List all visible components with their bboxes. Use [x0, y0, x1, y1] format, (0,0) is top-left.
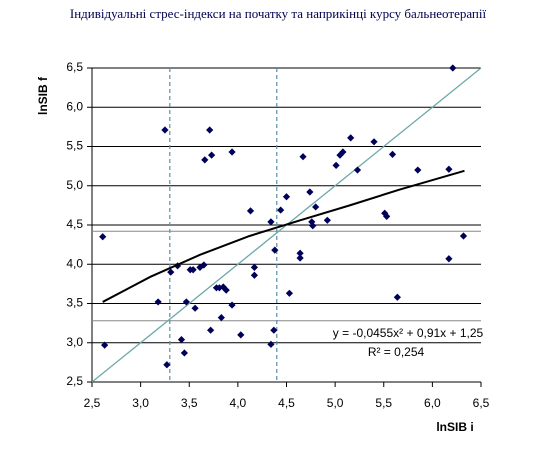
y-tick-label: 6,5 — [66, 60, 83, 74]
y-axis-label: lnSIB f — [36, 76, 50, 115]
point — [336, 151, 344, 159]
point — [285, 289, 294, 297]
point — [180, 349, 188, 357]
y-tick-label: 5,0 — [66, 178, 83, 192]
x-tick-label: 4,0 — [230, 396, 247, 410]
point — [228, 301, 236, 309]
point — [217, 314, 225, 322]
point — [189, 266, 197, 274]
point — [250, 271, 259, 279]
point — [177, 336, 186, 344]
point — [200, 261, 208, 269]
point — [353, 166, 362, 174]
point — [459, 232, 468, 240]
point — [308, 218, 316, 226]
point — [296, 249, 304, 257]
x-tick-label: 5,5 — [375, 396, 392, 410]
equation: y = -0,0455x² + 0,91x + 1,25 — [333, 326, 484, 340]
point — [154, 298, 162, 306]
x-tick-label: 2,5 — [84, 396, 101, 410]
point — [267, 218, 275, 226]
point — [167, 268, 175, 276]
point — [282, 193, 291, 201]
point — [250, 263, 259, 271]
x-tick-label: 6,0 — [424, 396, 441, 410]
point — [296, 254, 304, 262]
point — [101, 341, 109, 349]
point — [222, 286, 230, 294]
point — [339, 148, 347, 156]
y-tick-label: 4,0 — [66, 256, 83, 270]
x-tick-label: 3,0 — [132, 396, 149, 410]
point — [271, 246, 279, 254]
point — [309, 222, 317, 230]
point — [201, 156, 209, 164]
point — [445, 165, 453, 173]
y-tick-label: 2,5 — [66, 374, 83, 388]
trend-line — [102, 169, 465, 303]
point — [381, 209, 389, 217]
point — [228, 148, 236, 156]
x-axis-label: lnSIB i — [436, 420, 473, 434]
point — [207, 326, 215, 334]
point — [161, 126, 169, 134]
point — [306, 188, 314, 196]
point — [267, 340, 275, 348]
point — [99, 233, 107, 241]
x-tick-label: 5,0 — [327, 396, 344, 410]
point — [393, 293, 401, 301]
point — [332, 161, 340, 169]
point — [191, 304, 199, 312]
point — [414, 166, 422, 174]
point — [208, 151, 216, 159]
point — [323, 216, 331, 224]
point — [237, 331, 245, 339]
point — [347, 134, 355, 142]
point — [277, 206, 285, 214]
point — [445, 255, 453, 263]
point — [246, 207, 255, 215]
point — [299, 153, 307, 161]
point — [270, 326, 278, 334]
point — [206, 126, 214, 134]
y-tick-label: 3,0 — [66, 335, 83, 349]
r-squared: R² = 0,254 — [368, 345, 425, 359]
point — [312, 203, 320, 211]
point — [449, 64, 457, 72]
chart-title: Індивідуальні стрес-індекси на початку т… — [70, 6, 487, 21]
y-tick-label: 3,5 — [66, 296, 83, 310]
point — [163, 361, 171, 369]
point — [388, 150, 397, 158]
x-tick-label: 4,5 — [278, 396, 295, 410]
point — [196, 263, 204, 271]
point — [370, 138, 378, 146]
x-tick-label: 3,5 — [181, 396, 198, 410]
point — [383, 212, 391, 220]
y-tick-label: 4,5 — [66, 217, 83, 231]
point — [182, 298, 190, 306]
y-tick-label: 6,0 — [66, 99, 83, 113]
y-tick-label: 5,5 — [66, 139, 83, 153]
x-tick-label: 6,5 — [473, 396, 490, 410]
